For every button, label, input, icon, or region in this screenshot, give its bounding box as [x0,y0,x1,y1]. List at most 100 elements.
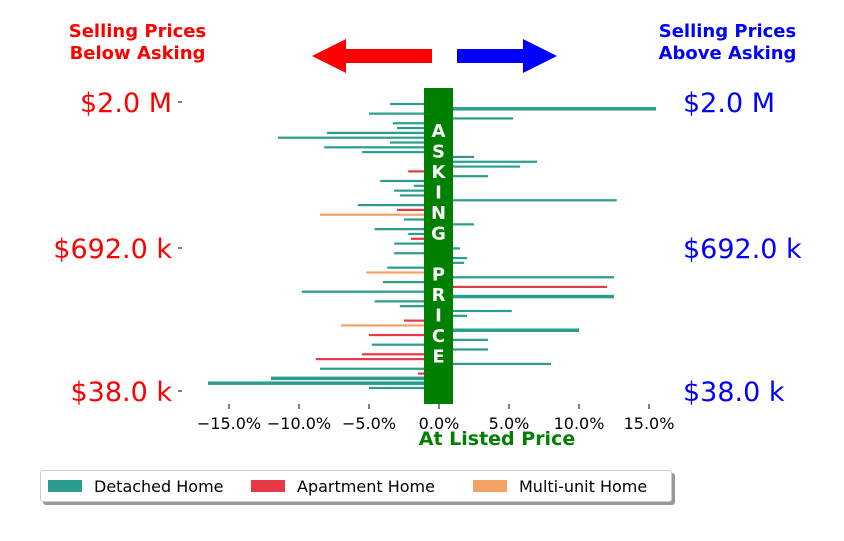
bar [397,126,439,130]
x-axis-label: At Listed Price [419,428,575,450]
asking-letter: K [432,162,447,183]
bar [327,131,439,134]
x-tick-label: −10.0% [267,414,331,433]
legend-item: Apartment Home [244,477,466,496]
asking-letter: C [432,326,445,347]
bar [394,242,439,245]
bar [369,333,439,337]
bar [439,362,551,366]
y-tick-label-right: $692.0 k [683,234,802,265]
bar [404,319,439,322]
bar [366,271,439,274]
bar [362,151,439,154]
y-tick-label-left: $38.0 k [70,377,172,408]
asking-letter: N [431,203,446,224]
bar [271,376,439,381]
legend-item: Detached Home [41,477,244,496]
bar [394,189,439,192]
bar [390,141,439,144]
bar [439,199,617,202]
x-tick-label: 0.0% [419,414,460,433]
bar [392,122,439,125]
bar [439,285,607,289]
bar [439,165,521,168]
bar [380,179,439,183]
bar [399,305,439,308]
bar [439,117,514,120]
legend-swatch [251,480,285,492]
bar [320,367,439,370]
bar [374,228,439,231]
bar [397,208,439,211]
asking-letter: I [435,183,442,204]
bar [278,136,439,139]
x-axis: −15.0% −10.0% −5.0% 0.0% 5.0% 10.0% 15.0% [197,404,675,433]
bar [394,252,439,255]
above-asking-line2: Above Asking [658,43,797,64]
y-axis: $2.0 M $692.0 k $38.0 k $2.0 M $692.0 k $38.0… [53,88,802,408]
bar [369,386,439,390]
bar [404,218,439,221]
bar [439,107,656,111]
bar [324,146,439,149]
legend-label: Detached Home [94,476,224,496]
asking-letter: P [432,265,445,286]
legend-swatch [473,480,507,492]
bar [439,223,474,226]
bar [439,338,488,341]
bar [408,170,439,173]
x-tick-label: 10.0% [554,414,605,433]
bar [374,300,439,303]
asking-letter: E [432,347,444,368]
y-tick-label-right: $38.0 k [683,377,785,408]
bar [439,276,614,279]
above-asking-line1: Selling Prices [658,21,797,42]
bar [439,309,512,313]
bar [399,194,439,197]
bar [408,232,439,236]
asking-price-band [424,88,453,404]
above-asking-header: Selling Prices Above Asking [630,21,825,65]
bar [383,281,439,284]
asking-letter: I [435,306,442,327]
x-tick-label: 15.0% [624,414,675,433]
bar [439,175,488,178]
x-tick-label: −15.0% [197,414,261,433]
below-asking-line1: Selling Prices [68,21,207,42]
bar [439,348,488,351]
legend-label: Apartment Home [297,476,435,496]
y-tick-label-right: $2.0 M [683,88,775,119]
bar [390,102,439,106]
asking-letter: G [431,224,446,245]
y-tick-label-left: $2.0 M [80,88,172,119]
asking-letter: R [432,285,446,306]
bar [208,381,439,385]
x-tick-label: 5.0% [489,414,530,433]
x-tick-label: −5.0% [342,414,396,433]
bar [362,353,439,356]
legend-swatch [48,480,82,492]
bar [315,358,439,361]
legend: Detached Home Apartment Home Multi-unit Ho… [40,470,672,502]
y-tick-label-left: $692.0 k [53,234,172,265]
bar [301,290,439,293]
bar [320,213,439,216]
bar [439,294,614,299]
below-asking-header: Selling Prices Below Asking [40,21,235,65]
bar [439,328,579,332]
bar [369,112,439,115]
left-arrow-icon [312,39,432,73]
asking-letter: S [432,142,445,163]
bar [371,343,439,346]
bar [439,160,537,163]
below-asking-line2: Below Asking [69,43,206,64]
right-arrow-icon [457,39,557,73]
legend-item: Multi-unit Home [466,477,656,496]
bar [387,266,439,269]
bar [357,203,439,207]
asking-letter: A [432,121,446,142]
bar [341,324,439,327]
bar [439,155,474,159]
